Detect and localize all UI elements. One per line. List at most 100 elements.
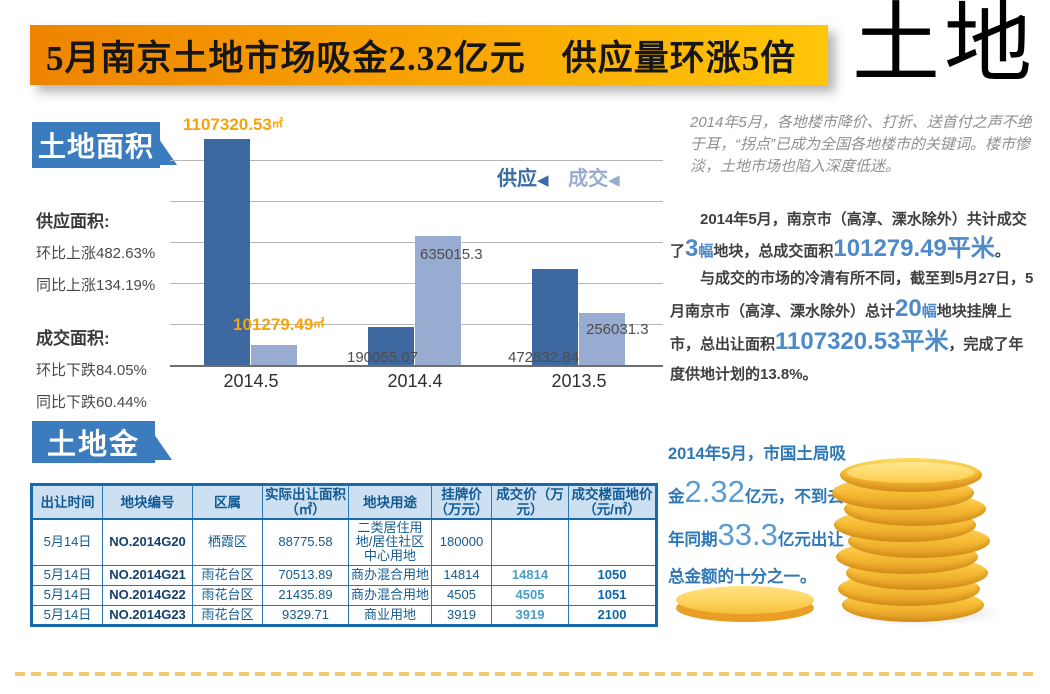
gridline	[170, 159, 663, 161]
legend-arrow-icon: ◀	[537, 172, 549, 189]
coin-icon	[840, 458, 982, 492]
intro-paragraph: 2014年5月，各地楼市降价、打折、送首付之声不绝于耳，“拐点”已成为全国各地楼…	[690, 114, 1032, 175]
dashed-divider	[15, 672, 1037, 676]
table-cell: NO.2014G22	[102, 584, 193, 606]
deal-yoy-change: 同比下跌60.44%	[36, 394, 147, 411]
bar-成交-2013.5	[579, 313, 625, 366]
text-segment: 3	[685, 235, 699, 262]
bar-value-deal-2013-5: 256031.3	[586, 321, 649, 338]
table-cell: 180000	[431, 518, 492, 566]
money-summary: 2014年5月，市国土局吸金2.32亿元，不到去年同期33.3亿元出让总金额的十…	[668, 436, 854, 596]
bar-供应-2014.4	[368, 327, 414, 366]
bar-成交-2014.4	[415, 235, 461, 366]
table-cell: 9329.71	[262, 604, 349, 626]
table-header-cell: 区属	[192, 484, 263, 520]
table-header-cell: 成交楼面地价（元/㎡）	[568, 484, 657, 520]
chart-legend: 供应◀ 成交◀	[497, 162, 620, 191]
bar-成交-2014.5	[251, 345, 297, 366]
section-badge-land-area: 土地面积	[32, 122, 177, 168]
text-segment: 幅	[698, 243, 714, 260]
x-axis-line	[170, 365, 663, 367]
x-axis-label-2014-5: 2014.5	[223, 371, 279, 391]
text-segment: 20	[895, 295, 922, 322]
table-cell: 4505	[491, 584, 569, 606]
text-segment: 。	[994, 243, 1010, 260]
table-header-cell: 成交价（万元）	[491, 484, 569, 520]
bar-value-supply-2014-5: 1107320.53㎡	[183, 115, 283, 134]
table-cell: 4505	[431, 584, 492, 606]
table-cell: 5月14日	[31, 518, 103, 566]
page-title: 5月南京土地市场吸金2.32亿元 供应量环涨5倍	[46, 38, 797, 78]
legend-supply: 供应◀	[497, 168, 549, 190]
table-cell: NO.2014G20	[102, 518, 193, 566]
table-cell: NO.2014G23	[102, 604, 193, 626]
table-cell: 3919	[431, 604, 492, 626]
table-header-row: 出让时间 地块编号 区属 实际出让面积（㎡） 地块用途 挂牌价（万元） 成交价（万元） 成交楼…	[31, 484, 657, 520]
table-cell: 5月14日	[31, 584, 103, 606]
table-cell: 5月14日	[31, 604, 103, 626]
table-cell: 70513.89	[262, 564, 349, 586]
table-cell	[491, 518, 569, 566]
table-header-cell: 挂牌价（万元）	[431, 484, 492, 520]
bar-value-deal-2014-4: 635015.3	[420, 246, 483, 263]
table-cell: 3919	[491, 604, 569, 626]
table-cell: 商业用地	[348, 604, 432, 626]
text-segment: 33.3	[717, 517, 778, 552]
chart-plot	[170, 130, 663, 367]
table-cell: 1051	[568, 584, 657, 606]
coin-face	[676, 586, 814, 614]
legend-arrow-icon: ◀	[608, 172, 620, 189]
table-cell: 14814	[431, 564, 492, 586]
deal-paragraph: 2014年5月，南京市（高淳、溧水除外）共计成交了3幅地块，总成交面积10127…	[670, 205, 1038, 266]
section-badge-label: 土地金	[46, 429, 140, 461]
table-cell	[568, 518, 657, 566]
table-cell: 雨花台区	[192, 584, 263, 606]
table-cell: 栖霞区	[192, 518, 263, 566]
supply-paragraph: 与成交的市场的冷清有所不同，截至到5月27日，5月南京市（高淳、溧水除外）总计2…	[670, 264, 1038, 390]
text-segment: ，完成了年度供地计划的13.8%。	[670, 336, 1024, 383]
text-segment: 2014年5月，南京市（高淳、溧水除外）共计成交了	[670, 211, 1027, 260]
x-axis-label-2014-4: 2014.4	[387, 371, 443, 391]
table-row: 5月14日 NO.2014G21 雨花台区 70513.89 商办混合用地 14814 14…	[31, 564, 657, 586]
text-segment: 2014年5月，市国土局吸金	[668, 445, 846, 506]
supply-yoy-change: 同比上涨134.19%	[36, 277, 156, 294]
table-cell: 14814	[491, 564, 569, 586]
gridline	[170, 200, 663, 202]
text-segment: 亿元出让总金额的十分之一。	[668, 531, 844, 586]
x-axis-label-2013-5: 2013.5	[551, 371, 607, 391]
supply-area-label: 供应面积:	[36, 212, 110, 231]
table-cell: 21435.89	[262, 584, 349, 606]
area-stats: 供应面积: 环比上涨482.63% 同比上涨134.19% 成交面积: 环比下跌…	[36, 207, 176, 423]
legend-deal: 成交◀	[568, 168, 620, 190]
badge-tail-icon	[154, 434, 172, 460]
table-header-cell: 实际出让面积（㎡）	[262, 484, 349, 520]
corner-title: 土地	[852, 0, 1037, 93]
text-segment: 幅	[921, 303, 937, 320]
table-row: 5月14日 NO.2014G23 雨花台区 9329.71 商业用地 3919 3919 21…	[31, 604, 657, 626]
single-coin-illustration	[676, 586, 814, 622]
table-header-cell: 地块编号	[102, 484, 193, 520]
table-cell: 雨花台区	[192, 564, 263, 586]
table-cell: 88775.58	[262, 518, 349, 566]
supply-mom-change: 环比上涨482.63%	[36, 245, 156, 262]
bar-供应-2014.5	[204, 138, 250, 366]
bar-供应-2013.5	[532, 268, 578, 366]
table-header-cell: 地块用途	[348, 484, 432, 520]
text-segment: 2.32	[684, 474, 745, 509]
table-cell: 2100	[568, 604, 657, 626]
table-row: 5月14日 NO.2014G20 栖霞区 88775.58 二类居住用地/居住社区中心用…	[31, 518, 657, 566]
table-cell: 雨花台区	[192, 604, 263, 626]
section-badge-label: 土地面积	[37, 131, 154, 162]
land-deals-table: 出让时间 地块编号 区属 实际出让面积（㎡） 地块用途 挂牌价（万元） 成交价（万元） 成交楼…	[30, 483, 658, 627]
text-segment: 地块，总成交面积	[713, 243, 834, 260]
text-segment: 101279.49平米	[833, 235, 995, 262]
table-cell: 商办混合用地	[348, 584, 432, 606]
table-header-cell: 出让时间	[31, 484, 103, 520]
table-cell: 1050	[568, 564, 657, 586]
table-cell: 商办混合用地	[348, 564, 432, 586]
bar-value-supply-2013-5: 472832.84	[508, 349, 579, 366]
table-cell: 二类居住用地/居住社区中心用地	[348, 518, 432, 566]
table-cell: NO.2014G21	[102, 564, 193, 586]
text-segment: 地块挂牌上市，总出让面积	[670, 303, 1012, 353]
